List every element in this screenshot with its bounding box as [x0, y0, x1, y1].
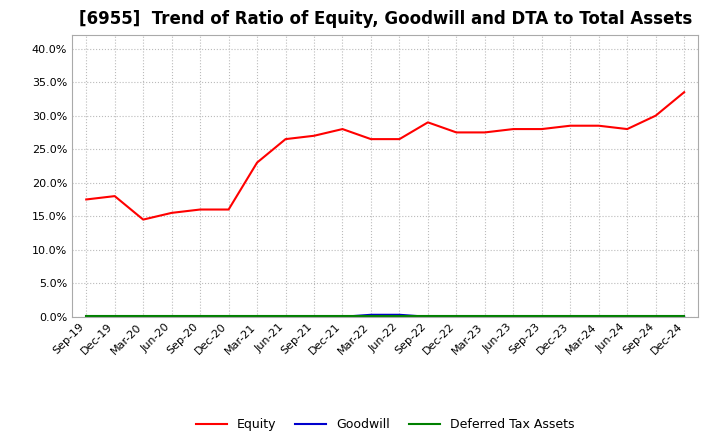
Deferred Tax Assets	[366, 313, 375, 319]
Equity	[366, 136, 375, 142]
Goodwill	[196, 314, 204, 319]
Equity	[395, 136, 404, 142]
Equity	[225, 207, 233, 212]
Deferred Tax Assets	[338, 313, 347, 319]
Goodwill	[595, 314, 603, 319]
Goodwill	[282, 314, 290, 319]
Goodwill	[480, 314, 489, 319]
Equity	[480, 130, 489, 135]
Equity	[566, 123, 575, 128]
Goodwill	[395, 312, 404, 317]
Deferred Tax Assets	[509, 313, 518, 319]
Goodwill	[366, 312, 375, 317]
Equity	[537, 126, 546, 132]
Goodwill	[423, 314, 432, 319]
Deferred Tax Assets	[167, 313, 176, 319]
Goodwill	[652, 314, 660, 319]
Deferred Tax Assets	[566, 313, 575, 319]
Deferred Tax Assets	[480, 313, 489, 319]
Deferred Tax Assets	[196, 313, 204, 319]
Deferred Tax Assets	[82, 313, 91, 319]
Equity	[310, 133, 318, 139]
Goodwill	[139, 314, 148, 319]
Equity	[139, 217, 148, 222]
Equity	[82, 197, 91, 202]
Deferred Tax Assets	[310, 313, 318, 319]
Equity	[282, 136, 290, 142]
Deferred Tax Assets	[225, 313, 233, 319]
Deferred Tax Assets	[652, 313, 660, 319]
Goodwill	[537, 314, 546, 319]
Deferred Tax Assets	[623, 313, 631, 319]
Equity	[110, 194, 119, 199]
Goodwill	[623, 314, 631, 319]
Goodwill	[167, 314, 176, 319]
Equity	[253, 160, 261, 165]
Legend: Equity, Goodwill, Deferred Tax Assets: Equity, Goodwill, Deferred Tax Assets	[191, 413, 580, 436]
Equity	[652, 113, 660, 118]
Goodwill	[225, 314, 233, 319]
Deferred Tax Assets	[110, 313, 119, 319]
Equity	[338, 126, 347, 132]
Goodwill	[310, 314, 318, 319]
Equity	[196, 207, 204, 212]
Goodwill	[509, 314, 518, 319]
Equity	[680, 90, 688, 95]
Goodwill	[82, 314, 91, 319]
Line: Goodwill: Goodwill	[86, 315, 684, 317]
Title: [6955]  Trend of Ratio of Equity, Goodwill and DTA to Total Assets: [6955] Trend of Ratio of Equity, Goodwil…	[78, 10, 692, 28]
Equity	[452, 130, 461, 135]
Deferred Tax Assets	[139, 313, 148, 319]
Goodwill	[566, 314, 575, 319]
Goodwill	[452, 314, 461, 319]
Goodwill	[338, 314, 347, 319]
Equity	[167, 210, 176, 216]
Equity	[595, 123, 603, 128]
Deferred Tax Assets	[395, 313, 404, 319]
Deferred Tax Assets	[537, 313, 546, 319]
Equity	[623, 126, 631, 132]
Deferred Tax Assets	[282, 313, 290, 319]
Equity	[509, 126, 518, 132]
Line: Equity: Equity	[86, 92, 684, 220]
Equity	[423, 120, 432, 125]
Deferred Tax Assets	[595, 313, 603, 319]
Goodwill	[253, 314, 261, 319]
Deferred Tax Assets	[423, 313, 432, 319]
Deferred Tax Assets	[452, 313, 461, 319]
Deferred Tax Assets	[253, 313, 261, 319]
Goodwill	[110, 314, 119, 319]
Deferred Tax Assets	[680, 313, 688, 319]
Goodwill	[680, 314, 688, 319]
